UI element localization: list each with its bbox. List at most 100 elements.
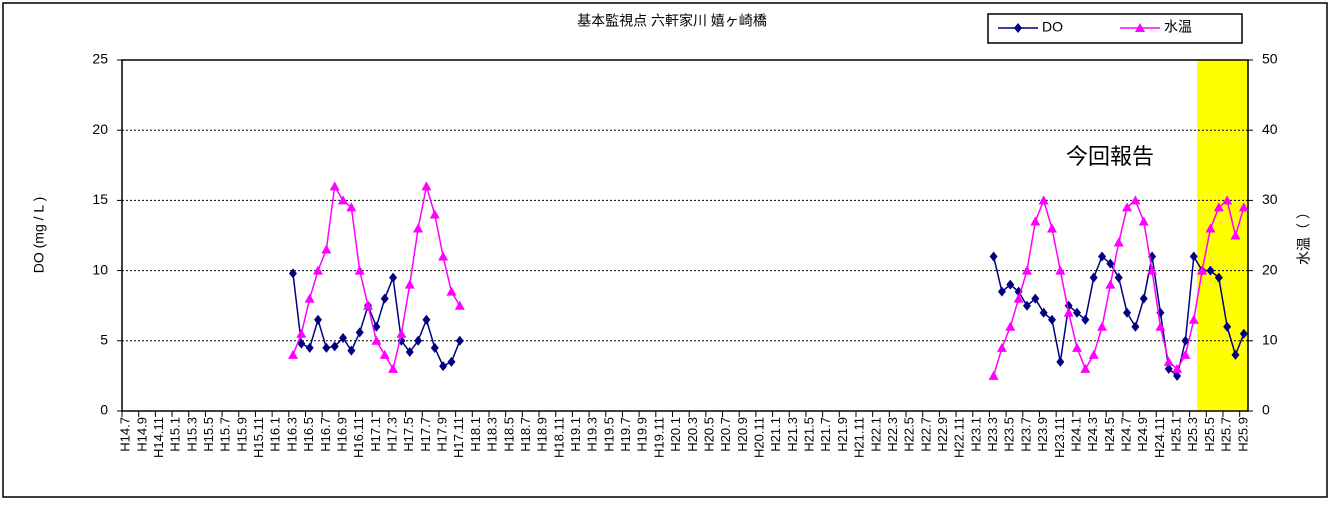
x-tick-label: H16.11 xyxy=(351,417,366,458)
data-point xyxy=(347,345,356,356)
x-tick-label: H21.9 xyxy=(835,417,850,452)
data-point xyxy=(1222,195,1233,205)
data-point xyxy=(1239,328,1248,339)
x-tick-label: H14.9 xyxy=(134,417,149,452)
data-point xyxy=(396,328,407,338)
data-point xyxy=(439,361,448,372)
data-point xyxy=(1180,349,1191,359)
data-point xyxy=(1031,293,1040,304)
x-tick-label: H17.9 xyxy=(435,417,450,452)
data-point xyxy=(447,356,456,367)
x-tick-label: H15.7 xyxy=(218,417,233,452)
x-tick-label: H24.9 xyxy=(1135,417,1150,452)
data-point xyxy=(413,223,424,233)
x-tick-label: H20.7 xyxy=(718,417,733,452)
y-tick-label: 10 xyxy=(92,261,108,277)
x-tick-label: H22.3 xyxy=(885,417,900,452)
x-tick-label: H22.9 xyxy=(935,417,950,452)
data-point xyxy=(1046,223,1057,233)
y2-tick-label: 10 xyxy=(1262,332,1278,348)
data-point xyxy=(1055,265,1066,275)
data-point xyxy=(1172,363,1183,373)
data-point xyxy=(346,202,357,212)
x-tick-label: H18.5 xyxy=(501,417,516,452)
data-point xyxy=(1130,195,1141,205)
data-point xyxy=(1072,342,1083,352)
x-tick-label: H18.11 xyxy=(551,417,566,458)
x-tick-label: H18.3 xyxy=(485,417,500,452)
x-tick-label: H25.5 xyxy=(1202,417,1217,452)
x-tick-label: H15.3 xyxy=(184,417,199,452)
data-point xyxy=(330,341,339,352)
x-tick-label: H19.1 xyxy=(568,417,583,452)
data-point xyxy=(404,279,415,289)
legend-marker xyxy=(1014,23,1022,33)
data-point xyxy=(454,300,465,310)
data-point xyxy=(1030,216,1041,226)
data-point xyxy=(355,327,364,338)
x-tick-label: H16.7 xyxy=(318,417,333,452)
x-tick-label: H24.11 xyxy=(1152,417,1167,458)
x-tick-label: H14.7 xyxy=(118,417,133,452)
x-tick-label: H19.7 xyxy=(618,417,633,452)
x-tick-label: H23.3 xyxy=(985,417,1000,452)
x-tick-label: H24.3 xyxy=(1085,417,1100,452)
x-tick-label: H23.11 xyxy=(1052,417,1067,458)
data-point xyxy=(1197,265,1208,275)
data-point xyxy=(1238,202,1249,212)
data-point xyxy=(389,272,398,283)
x-tick-label: H17.5 xyxy=(401,417,416,452)
x-tick-label: H19.3 xyxy=(585,417,600,452)
x-tick-label: H22.11 xyxy=(952,417,967,458)
data-point xyxy=(1231,349,1240,360)
data-point xyxy=(1021,265,1032,275)
x-tick-label: H24.7 xyxy=(1118,417,1133,452)
data-point xyxy=(371,335,382,345)
data-point xyxy=(363,300,374,310)
data-point xyxy=(321,244,332,254)
x-tick-label: H21.1 xyxy=(768,417,783,452)
data-point xyxy=(1097,321,1108,331)
data-point xyxy=(1214,272,1223,283)
data-point xyxy=(1088,349,1099,359)
x-tick-label: H17.3 xyxy=(385,417,400,452)
data-point xyxy=(1223,321,1232,332)
data-point xyxy=(1163,356,1174,366)
x-tick-label: H20.1 xyxy=(668,417,683,452)
x-tick-label: H16.3 xyxy=(284,417,299,452)
data-point xyxy=(1122,202,1133,212)
data-point xyxy=(354,265,365,275)
data-point xyxy=(430,342,439,353)
data-point xyxy=(1189,251,1198,262)
data-point xyxy=(1138,216,1149,226)
x-tick-label: H22.1 xyxy=(868,417,883,452)
data-point xyxy=(1081,314,1090,325)
data-point xyxy=(429,209,440,219)
data-point xyxy=(313,265,324,275)
data-point xyxy=(297,338,306,349)
data-point xyxy=(1139,293,1148,304)
data-point xyxy=(1063,307,1074,317)
data-point xyxy=(405,347,414,358)
data-point xyxy=(1155,321,1166,331)
x-tick-label: H15.11 xyxy=(251,417,266,458)
data-point xyxy=(1105,279,1116,289)
chart-title: 基本監視点 六軒家川 嬉ヶ崎橋 xyxy=(577,13,767,29)
y2-tick-label: 20 xyxy=(1262,261,1278,277)
x-tick-label: H21.3 xyxy=(785,417,800,452)
x-tick-label: H19.9 xyxy=(635,417,650,452)
x-tick-label: H16.5 xyxy=(301,417,316,452)
x-tick-label: H25.3 xyxy=(1185,417,1200,452)
y2-axis-label: 水温（ ） xyxy=(1296,205,1312,265)
data-point xyxy=(1213,202,1224,212)
data-point xyxy=(438,251,449,261)
x-tick-label: H20.9 xyxy=(735,417,750,452)
data-point xyxy=(1205,223,1216,233)
data-point xyxy=(1206,265,1215,276)
x-tick-label: H25.9 xyxy=(1235,417,1250,452)
x-tick-label: H22.5 xyxy=(902,417,917,452)
y-tick-label: 25 xyxy=(92,51,108,67)
data-point xyxy=(1188,314,1199,324)
data-point xyxy=(421,181,432,191)
data-point xyxy=(1113,237,1124,247)
